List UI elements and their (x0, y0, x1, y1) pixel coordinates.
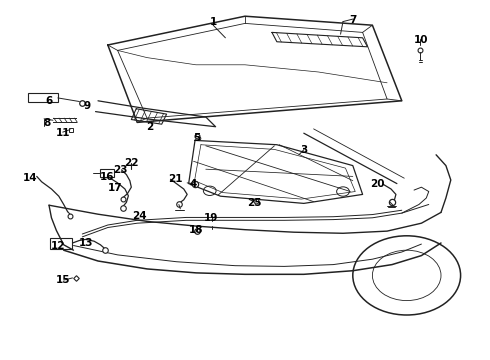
Bar (28, 93, 58, 102)
Text: 4: 4 (190, 179, 197, 189)
Text: 9: 9 (84, 101, 91, 111)
Bar (100, 169, 114, 177)
Text: 23: 23 (113, 165, 127, 175)
Text: 16: 16 (99, 172, 114, 182)
Text: 24: 24 (132, 211, 147, 221)
Text: 10: 10 (414, 35, 429, 45)
Text: 3: 3 (300, 145, 307, 156)
Text: 19: 19 (203, 213, 218, 223)
Text: 7: 7 (349, 15, 357, 25)
Text: 20: 20 (370, 179, 385, 189)
Text: 2: 2 (146, 122, 153, 132)
Text: 18: 18 (189, 225, 203, 235)
Text: 17: 17 (108, 183, 122, 193)
Text: 25: 25 (247, 198, 262, 208)
Text: 6: 6 (46, 96, 52, 106)
Text: 22: 22 (124, 158, 139, 168)
Text: 12: 12 (50, 240, 65, 251)
Text: 15: 15 (55, 275, 70, 285)
Text: 1: 1 (210, 17, 217, 27)
Bar (50, 238, 72, 249)
Text: 5: 5 (194, 132, 200, 143)
Text: 11: 11 (55, 128, 70, 138)
Text: 8: 8 (43, 118, 50, 128)
Text: 14: 14 (23, 173, 38, 183)
Text: 13: 13 (78, 238, 93, 248)
Text: 21: 21 (168, 174, 183, 184)
